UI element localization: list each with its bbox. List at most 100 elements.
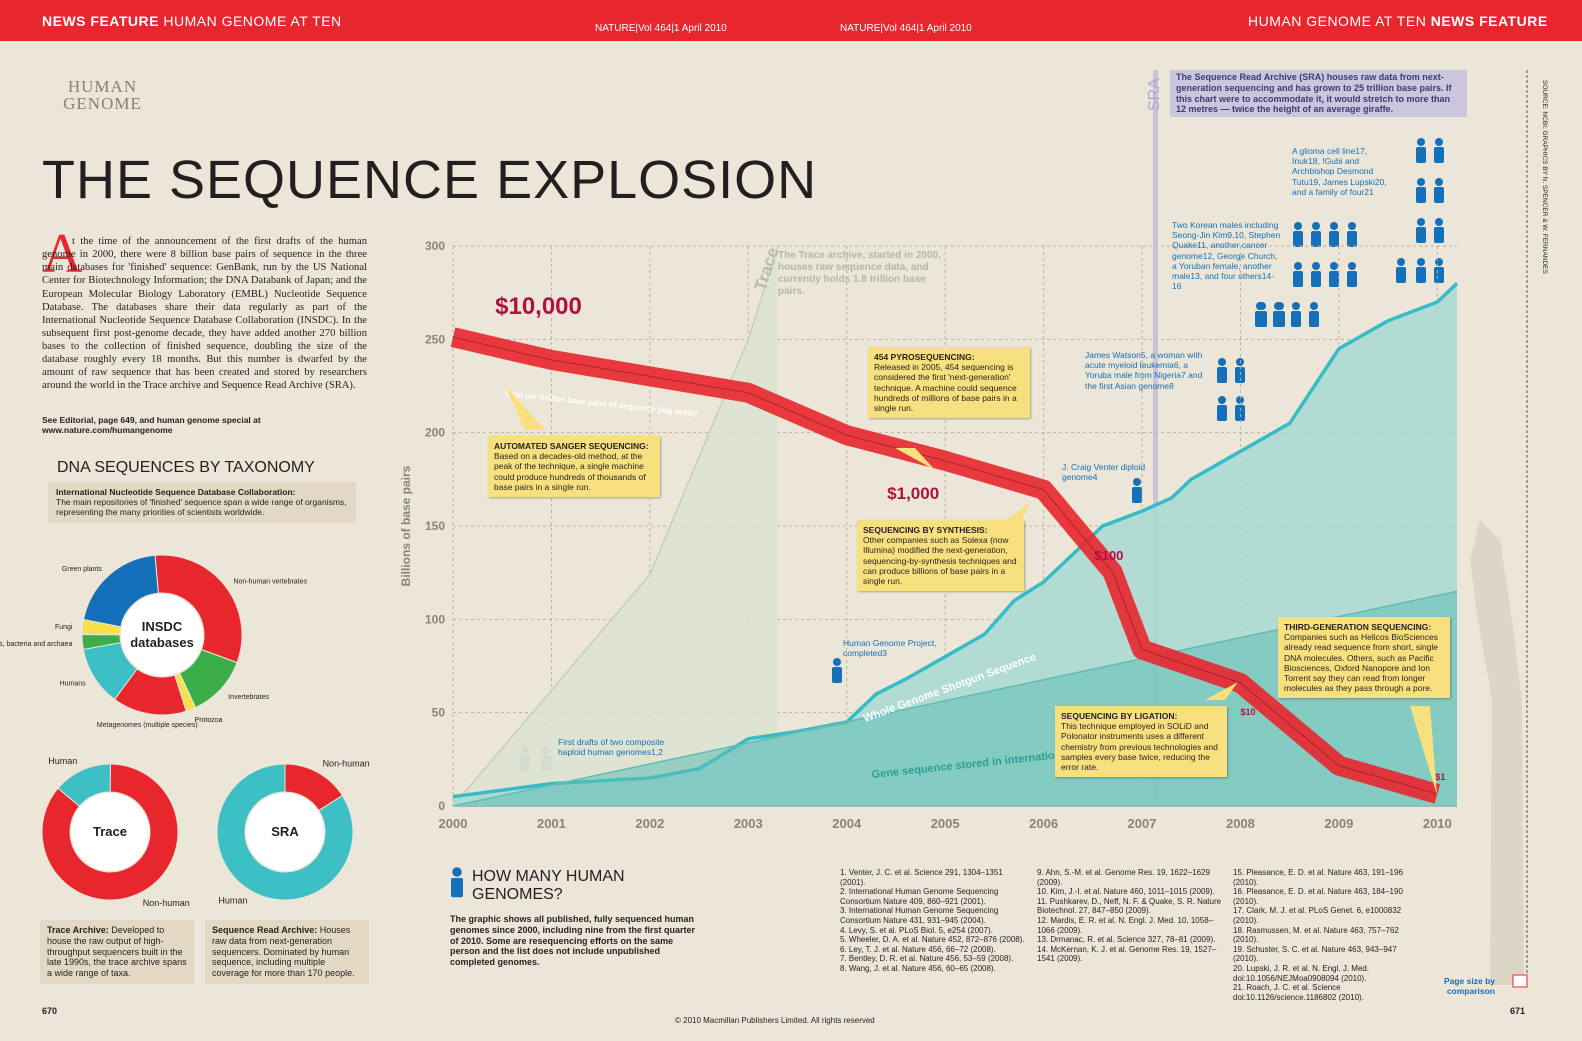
- reference: 4. Levy, S. et al. PLoS Biol. 5, e254 (2…: [840, 925, 993, 935]
- slice-label: Human: [48, 756, 77, 766]
- header-center: NATURE|Vol 464|1 April 2010: [595, 23, 727, 34]
- person-icon: [1416, 147, 1426, 163]
- person-icon: [1276, 302, 1284, 310]
- trace-note-text: Developed to house the raw output of hig…: [47, 925, 187, 979]
- person-icon: [1218, 358, 1226, 366]
- callout-title: AUTOMATED SANGER SEQUENCING:: [494, 441, 649, 451]
- title: THE SEQUENCE EXPLOSION: [42, 150, 818, 210]
- slice-label: Non-human: [323, 759, 370, 769]
- genome-note: First drafts of two composite haploid hu…: [558, 737, 665, 758]
- callout-text: This technique employed in SOLiD and Pol…: [1061, 721, 1218, 772]
- page-number: 671: [1510, 1006, 1526, 1016]
- slice-label: Non-human: [143, 898, 190, 908]
- header-left: NEWS FEATURE HUMAN GENOME AT TEN: [42, 13, 342, 30]
- taxonomy-heading: DNA SEQUENCES BY TAXONOMY: [57, 459, 315, 476]
- slice-label: Human: [218, 895, 247, 905]
- y-axis-label: Billions of base pairs: [399, 465, 413, 586]
- sra-label: SRA: [1145, 78, 1163, 112]
- x-tick-label: 2006: [1029, 816, 1058, 831]
- cost-centerline: [452, 336, 1438, 795]
- slice-label: Viruses, bacteria and archaea: [0, 641, 72, 648]
- callout-text: Companies such as Helicos BioSciences al…: [1284, 632, 1439, 694]
- x-tick-label: 2007: [1128, 816, 1157, 831]
- callout-title: SEQUENCING BY SYNTHESIS:: [863, 525, 988, 535]
- y-tick-label: 100: [425, 612, 445, 626]
- reference: 17. Clark, M. J. et al. PLoS Genet. 6, e…: [1233, 906, 1402, 925]
- person-icon: [1348, 222, 1356, 230]
- slice-label: Metagenomes (multiple species): [97, 722, 198, 729]
- sra-note-title: Sequence Read Archive:: [212, 925, 318, 935]
- callout-title: THIRD-GENERATION SEQUENCING:: [1284, 622, 1432, 632]
- person-icon: [1310, 302, 1318, 310]
- how-many-title: HOW MANY HUMAN GENOMES?: [472, 868, 625, 904]
- donut-slice: [154, 554, 243, 664]
- reference: 10. Kim, J.-I. et al. Nature 460, 1011–1…: [1037, 887, 1215, 897]
- person-icon: [1416, 227, 1426, 243]
- cost-label: $1,000: [887, 484, 939, 503]
- sra-note: Sequence Read Archive: Houses raw data f…: [205, 920, 369, 984]
- person-icon: [1435, 178, 1443, 186]
- y-tick-label: 250: [425, 332, 445, 346]
- callout-title: SEQUENCING BY LIGATION:: [1061, 711, 1178, 721]
- person-icon: [1434, 147, 1444, 163]
- reference: 18. Rasmussen, M. et al. Nature 463, 757…: [1233, 925, 1399, 945]
- reference: 16. Pleasance, E. D. et al. Nature 463, …: [1233, 887, 1403, 906]
- callout: THIRD-GENERATION SEQUENCING: Companies s…: [1278, 617, 1450, 699]
- dropcap: A: [42, 223, 83, 285]
- callout: SEQUENCING BY LIGATION: This technique e…: [1055, 706, 1227, 778]
- person-icon: [1329, 231, 1339, 247]
- person-icon: [1309, 311, 1319, 327]
- callout-text: Other companies such as Solexa (now Illu…: [863, 535, 1017, 586]
- person-icon: [832, 667, 842, 683]
- donut-slice: [82, 554, 159, 628]
- sra-note-text: Houses raw data from next-generation seq…: [212, 925, 355, 979]
- person-icon: [1292, 302, 1300, 310]
- person-icon: [1417, 178, 1425, 186]
- person-icon: [1396, 267, 1406, 283]
- header-left-text: HUMAN GENOME AT TEN: [163, 13, 342, 29]
- person-icon: [452, 867, 462, 877]
- person-icon: [1294, 222, 1302, 230]
- person-icon: [1435, 218, 1443, 226]
- cost-label: $10,000: [495, 293, 582, 320]
- giraffe: [1470, 520, 1524, 985]
- callout-pointer: [505, 385, 545, 430]
- trace-chart-note: The Trace archive, started in 2000, hous…: [778, 250, 941, 297]
- y-tick-label: 300: [425, 239, 445, 253]
- trace-note-title: Trace Archive:: [47, 925, 109, 935]
- person-icon: [1434, 267, 1444, 283]
- person-icon: [1257, 311, 1267, 327]
- donut-hole: [71, 793, 149, 871]
- header-right: HUMAN GENOME AT TEN NEWS FEATURE: [1248, 13, 1548, 30]
- reference: 3. International Human Genome Sequencing…: [840, 906, 999, 925]
- sra-line: [1153, 70, 1158, 806]
- x-tick-label: 2000: [439, 816, 468, 831]
- person-icon: [1435, 138, 1443, 146]
- x-tick-label: 2010: [1423, 816, 1452, 831]
- person-icon: [1347, 231, 1357, 247]
- reference: 11. Pushkarev, D., Neff, N. F. & Quake, …: [1037, 896, 1222, 916]
- person-icon: [1236, 396, 1244, 404]
- person-icon: [1312, 262, 1320, 270]
- x-tick-label: 2003: [734, 816, 763, 831]
- header-left-bold: NEWS FEATURE: [42, 13, 159, 29]
- credit: SOURCE: NCBI; GRAPHICS BY N. SPENCER & W…: [1540, 80, 1548, 274]
- person-icon: [1417, 258, 1425, 266]
- callout: 454 PYROSEQUENCING: Released in 2005, 45…: [868, 347, 1030, 419]
- person-icon: [1293, 271, 1303, 287]
- series-line: [452, 245, 779, 807]
- person-icon: [1311, 271, 1321, 287]
- person-icon: [1330, 222, 1338, 230]
- person-icon: [833, 658, 841, 666]
- slice-label: Fungi: [55, 624, 73, 631]
- person-icon: [1330, 262, 1338, 270]
- slice-label: Protozoa: [195, 717, 223, 724]
- callout: AUTOMATED SANGER SEQUENCING: Based on a …: [488, 436, 660, 497]
- person-icon: [1291, 311, 1301, 327]
- person-icon: [1132, 487, 1142, 503]
- genome-note: Human Genome Project, completed3: [843, 638, 937, 659]
- taxonomy-note: International Nucleotide Sequence Databa…: [48, 482, 356, 523]
- reference: 20. Lupski, J. R. et al. N. Engl. J. Med…: [1233, 963, 1370, 983]
- reference: 15. Pleasance, E. D. et al. Nature 463, …: [1233, 868, 1403, 887]
